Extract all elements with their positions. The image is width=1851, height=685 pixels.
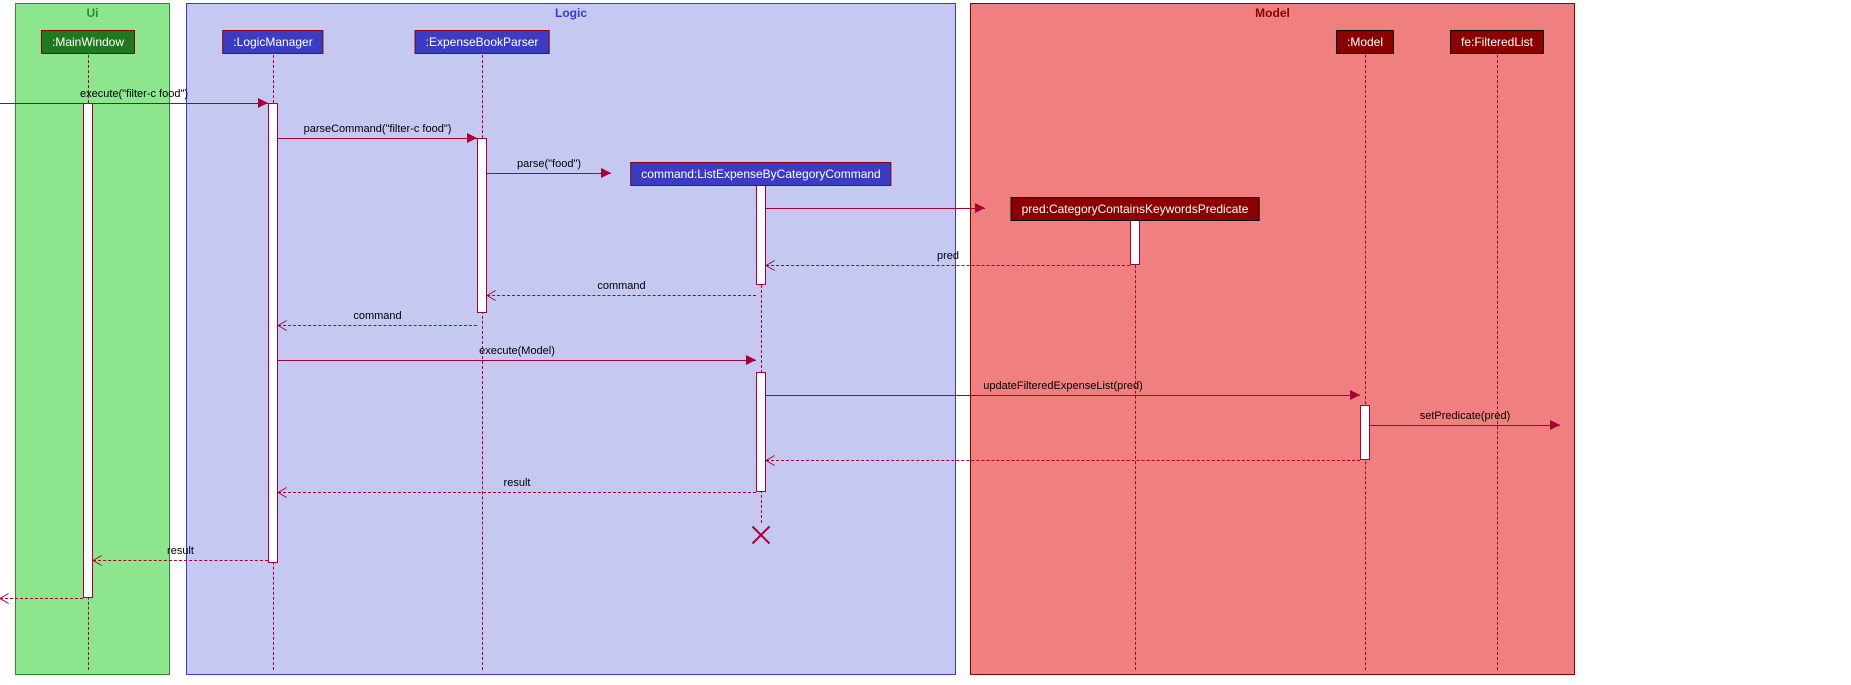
- region-title-logic: Logic: [555, 6, 587, 20]
- message-13: [0, 598, 83, 599]
- message-label-7: execute(Model): [479, 345, 555, 357]
- participant-filteredlist: fe:FilteredList: [1450, 30, 1544, 54]
- activation-logicmanager: [268, 103, 278, 563]
- message-label-5: command: [597, 280, 645, 292]
- activation-pred: [1130, 220, 1140, 265]
- message-label-6: command: [353, 310, 401, 322]
- message-label-0: execute("filter-c food"): [80, 88, 188, 100]
- message-12: [93, 560, 268, 561]
- destroy-command: [751, 525, 771, 545]
- lifeline-filteredlist: [1497, 50, 1498, 670]
- lifeline-pred: [1135, 220, 1136, 670]
- message-4: [766, 265, 1130, 266]
- message-1: [278, 138, 477, 139]
- participant-mainwindow: :MainWindow: [41, 30, 135, 54]
- region-logic: Logic: [186, 3, 956, 675]
- region-title-model: Model: [1255, 6, 1290, 20]
- participant-command: command:ListExpenseByCategoryCommand: [630, 162, 891, 186]
- message-7: [278, 360, 756, 361]
- message-label-1: parseCommand("filter-c food"): [304, 123, 452, 135]
- message-10: [766, 460, 1360, 461]
- message-8: [766, 395, 1360, 396]
- activation-parser: [477, 138, 487, 313]
- lifeline-model_p: [1365, 50, 1366, 670]
- message-9: [1370, 425, 1560, 426]
- message-label-11: result: [504, 477, 531, 489]
- participant-pred: pred:CategoryContainsKeywordsPredicate: [1011, 197, 1260, 221]
- participant-logicmanager: :LogicManager: [222, 30, 323, 54]
- message-2: [487, 173, 611, 174]
- message-label-9: setPredicate(pred): [1420, 410, 1511, 422]
- activation-mainwindow: [83, 103, 93, 598]
- message-label-8: updateFilteredExpenseList(pred): [983, 380, 1143, 392]
- message-11: [278, 492, 756, 493]
- message-6: [278, 325, 477, 326]
- message-0: [0, 103, 268, 104]
- region-model: Model: [970, 3, 1575, 675]
- arrowhead-7: [746, 355, 756, 365]
- sequence-diagram: Ui Logic Model :MainWindow :LogicManager :Exp…: [0, 0, 1851, 685]
- message-label-4: pred: [937, 250, 959, 262]
- arrowhead-3: [975, 203, 985, 213]
- arrowhead-9: [1550, 420, 1560, 430]
- message-label-2: parse("food"): [517, 158, 581, 170]
- participant-model_p: :Model: [1336, 30, 1394, 54]
- arrowhead-1: [467, 133, 477, 143]
- message-label-12: result: [167, 545, 194, 557]
- activation-model_p: [1360, 405, 1370, 460]
- activation-command-1: [756, 185, 766, 285]
- participant-parser: :ExpenseBookParser: [415, 30, 550, 54]
- arrowhead-2: [601, 168, 611, 178]
- region-title-ui: Ui: [87, 6, 99, 20]
- message-5: [487, 295, 756, 296]
- activation-command-2: [756, 372, 766, 492]
- message-3: [766, 208, 985, 209]
- arrowhead-8: [1350, 390, 1360, 400]
- arrowhead-0: [258, 98, 268, 108]
